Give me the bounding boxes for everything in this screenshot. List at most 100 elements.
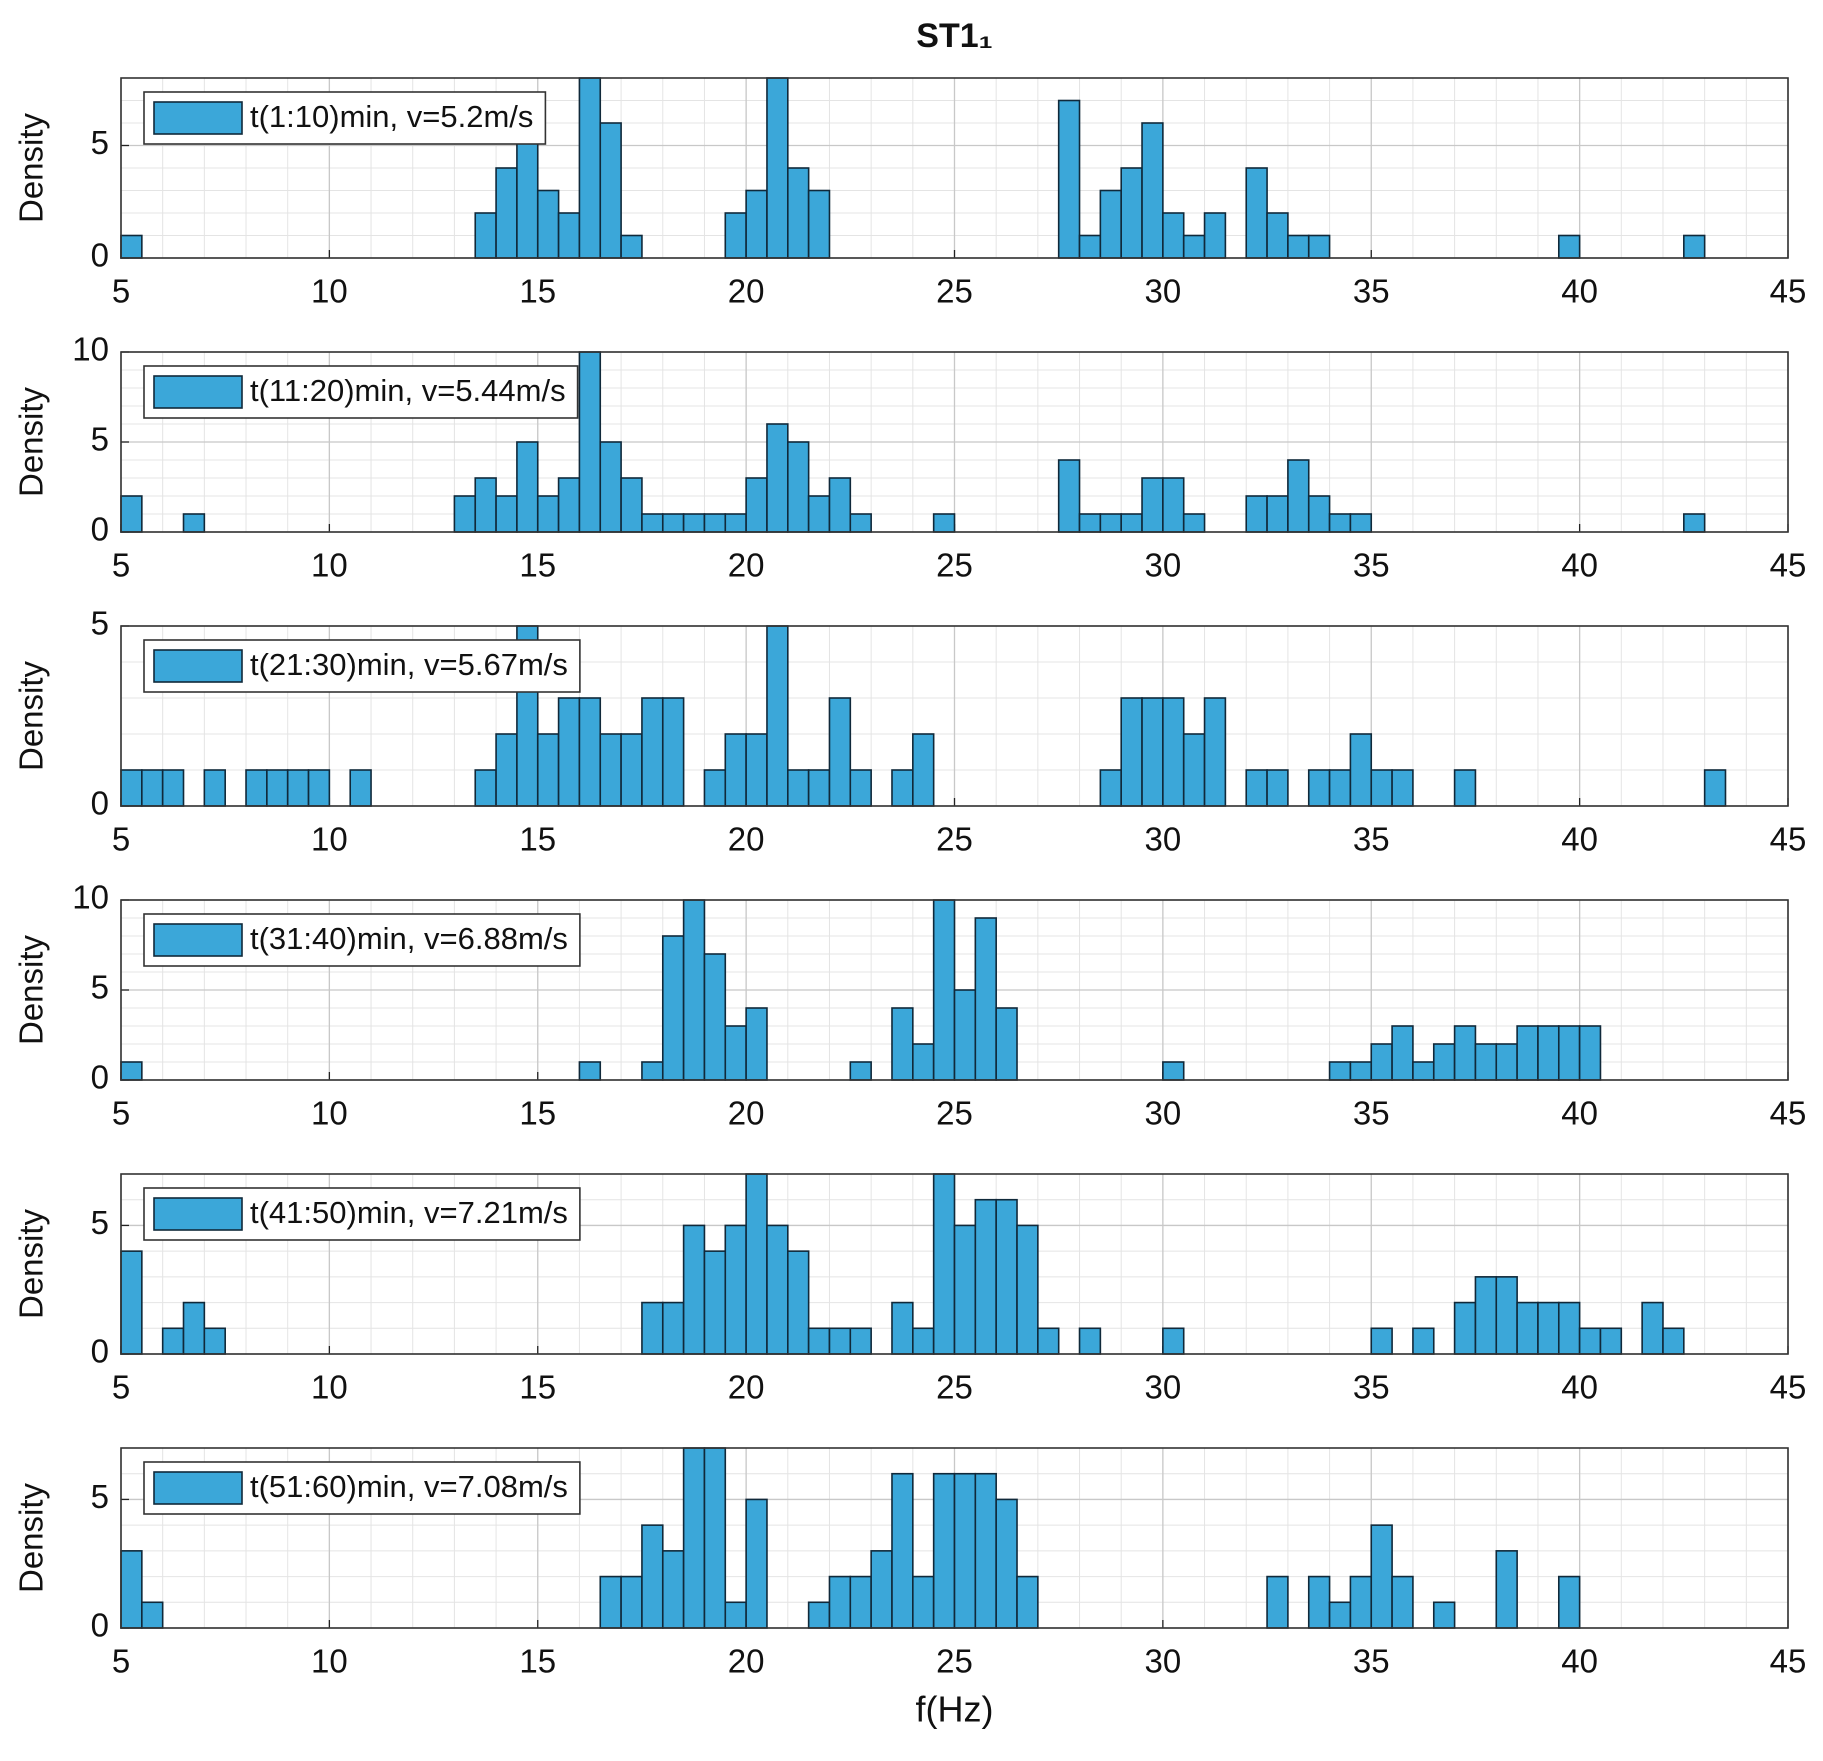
bar — [807, 495, 831, 533]
axes-frame — [120, 1173, 1789, 1355]
bar — [1016, 1575, 1039, 1629]
legend-box — [143, 639, 581, 693]
y-tick-label: 5 — [91, 1478, 109, 1515]
x-tick-label: 45 — [1770, 547, 1807, 584]
legend-swatch — [153, 375, 243, 409]
bar — [1162, 1327, 1185, 1355]
bar — [724, 212, 747, 259]
x-tick-label: 20 — [728, 273, 765, 310]
bar — [1328, 513, 1352, 533]
bar — [266, 769, 289, 807]
bar — [495, 733, 518, 807]
bar — [1099, 513, 1123, 533]
x-tick-label: 15 — [519, 1643, 556, 1680]
legend: t(51:60)min, v=7.08m/s — [143, 1461, 581, 1515]
bar — [182, 513, 206, 533]
x-tick-label: 10 — [311, 1369, 348, 1406]
axes-frame — [120, 899, 1789, 1081]
x-tick-label: 30 — [1145, 1643, 1182, 1680]
bar — [995, 1007, 1018, 1081]
bar — [1412, 1327, 1435, 1355]
y-tick-label: 5 — [91, 124, 109, 161]
bar — [703, 953, 727, 1081]
bar — [786, 167, 810, 259]
bar — [120, 495, 143, 533]
bar — [1182, 733, 1206, 807]
bar — [724, 1025, 747, 1081]
bar — [912, 1043, 935, 1081]
y-axis-label: Density — [13, 1208, 50, 1319]
bar — [1162, 477, 1185, 533]
bar — [1287, 234, 1310, 259]
bar — [1162, 212, 1185, 259]
bar — [1432, 1043, 1456, 1081]
bar — [661, 697, 685, 807]
bar — [120, 769, 143, 807]
y-axis-label: Density — [13, 660, 50, 771]
bar — [912, 1327, 935, 1355]
bar — [953, 989, 977, 1081]
legend: t(1:10)min, v=5.2m/s — [143, 91, 547, 145]
bar — [703, 1250, 727, 1355]
bar — [1057, 459, 1081, 533]
x-tick-label: 25 — [936, 547, 973, 584]
legend-swatch — [153, 649, 243, 683]
bar — [1016, 1224, 1039, 1355]
bar — [1537, 1301, 1560, 1355]
bar — [682, 899, 706, 1081]
bar — [1474, 1043, 1498, 1081]
y-axis-label: Density — [13, 934, 50, 1045]
bar — [1099, 189, 1123, 259]
bar — [1370, 1043, 1393, 1081]
bar — [703, 769, 727, 807]
bar — [1245, 769, 1268, 807]
x-tick-label: 30 — [1145, 1369, 1182, 1406]
bar — [1099, 769, 1123, 807]
bar — [724, 1224, 747, 1355]
bar — [120, 1061, 143, 1081]
bar — [849, 769, 872, 807]
bar — [1516, 1301, 1539, 1355]
y-tick-label: 0 — [91, 1607, 109, 1644]
bar — [474, 212, 497, 259]
bar — [1349, 513, 1373, 533]
legend-label: t(51:60)min, v=7.08m/s — [250, 1469, 568, 1504]
y-tick-label: 5 — [91, 969, 109, 1006]
bar — [1703, 769, 1727, 807]
bar — [599, 441, 622, 533]
x-tick-label: 20 — [728, 1643, 765, 1680]
x-tick-label: 35 — [1353, 821, 1390, 858]
bar — [453, 495, 477, 533]
bar — [1307, 234, 1331, 259]
bar — [1287, 459, 1310, 533]
legend-swatch — [153, 1471, 243, 1505]
y-tick-label: 5 — [91, 421, 109, 458]
x-tick-label: 15 — [519, 547, 556, 584]
x-tick-label: 30 — [1145, 547, 1182, 584]
x-tick-label: 45 — [1770, 1369, 1807, 1406]
x-tick-label: 30 — [1145, 821, 1182, 858]
bar — [516, 441, 539, 533]
bar — [807, 1601, 831, 1629]
y-tick-label: 10 — [72, 331, 109, 368]
legend-label: t(31:40)min, v=6.88m/s — [250, 921, 568, 956]
bar — [724, 1601, 747, 1629]
bar — [995, 1498, 1018, 1629]
bar — [536, 733, 560, 807]
bar — [1578, 1025, 1602, 1081]
bar — [953, 1472, 977, 1629]
bar — [1120, 167, 1143, 259]
bar — [1307, 495, 1331, 533]
bar — [891, 769, 914, 807]
x-tick-label: 10 — [311, 547, 348, 584]
bar — [807, 769, 831, 807]
bar — [661, 513, 685, 533]
bar — [932, 899, 956, 1081]
bar — [1141, 477, 1164, 533]
bar — [1307, 769, 1331, 807]
x-tick-label: 30 — [1145, 1095, 1182, 1132]
x-tick-label: 10 — [311, 273, 348, 310]
bar — [1245, 495, 1268, 533]
bar — [1182, 234, 1206, 259]
bar — [995, 1198, 1018, 1355]
